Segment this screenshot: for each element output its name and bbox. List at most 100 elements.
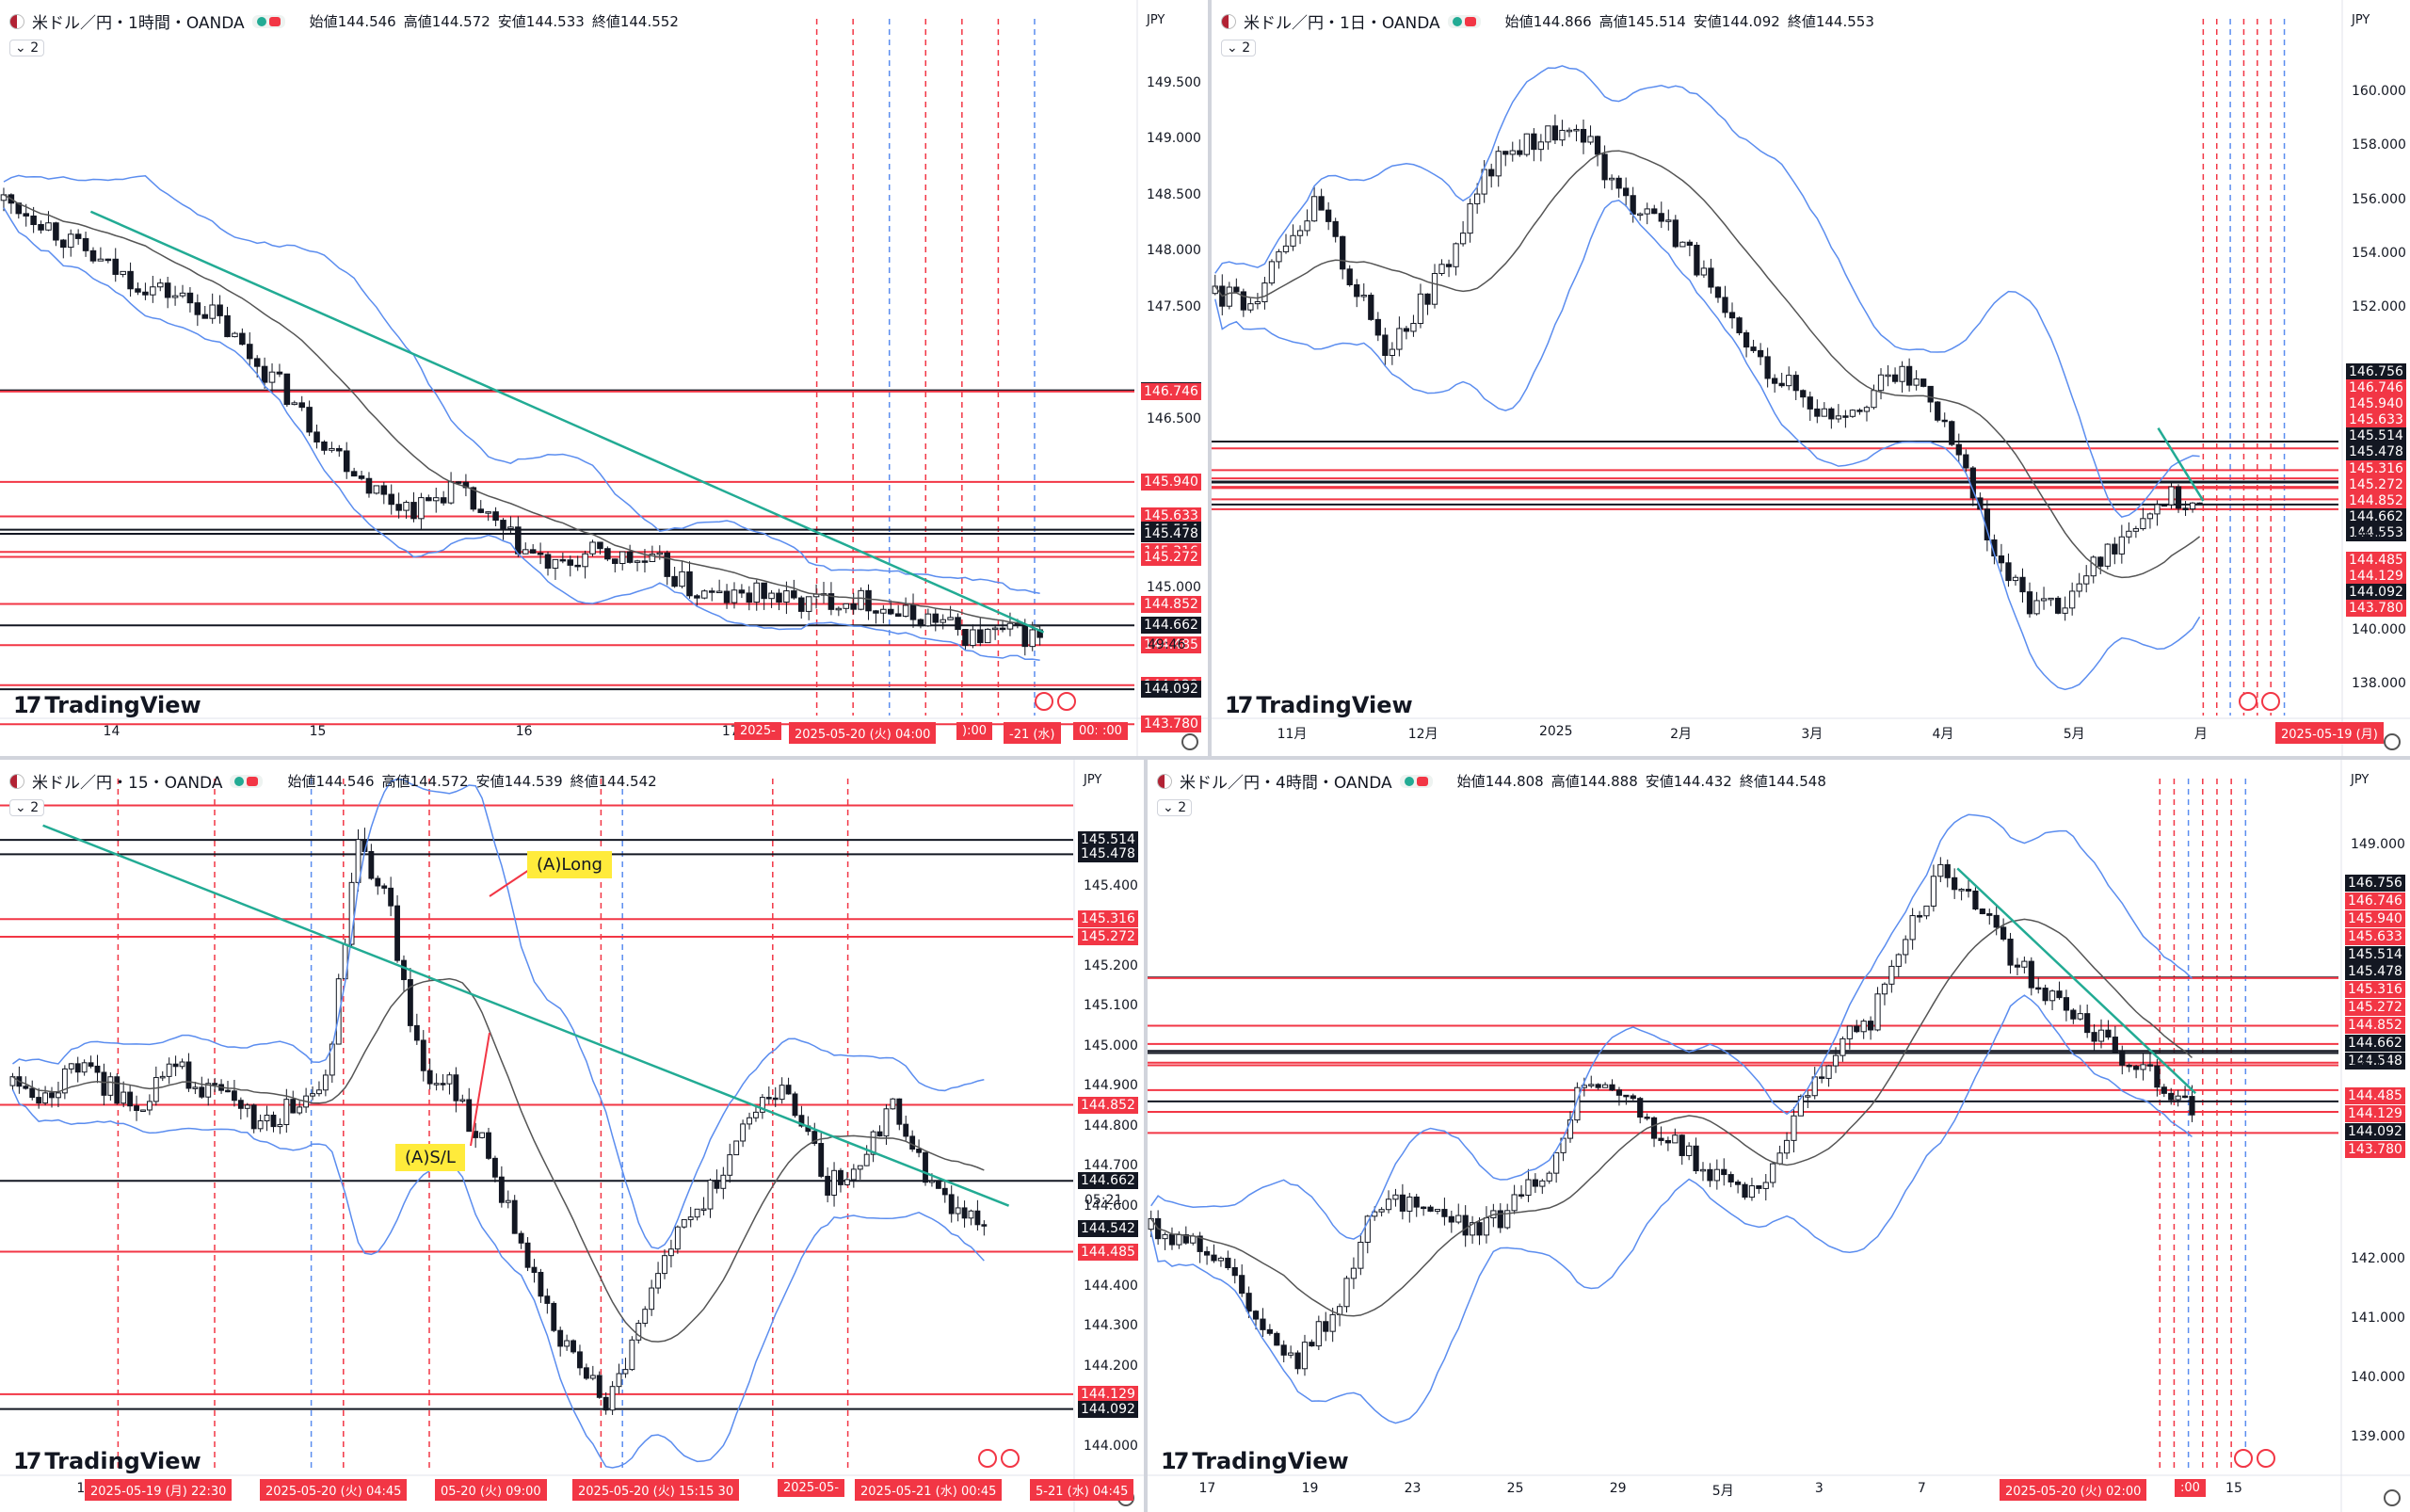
candle-body <box>738 589 746 594</box>
tradingview-logo[interactable]: 17 TradingView <box>13 1448 201 1474</box>
currency-label[interactable]: JPY <box>2351 773 2370 787</box>
lightning-icon[interactable] <box>1034 692 1053 711</box>
chart-panel-h1[interactable]: 米ドル／円・1時間・OANDA 始値144.546 高値144.572 安値144.5… <box>0 0 1208 756</box>
event-icons[interactable] <box>1034 692 1076 711</box>
currency-label[interactable]: JPY <box>1084 773 1102 787</box>
candle-body <box>1743 331 1750 348</box>
candle-body <box>179 1061 185 1068</box>
chart-panel-h4[interactable]: 米ドル／円・4時間・OANDA 始値144.808 高値144.888 安値144.4… <box>1148 760 2410 1512</box>
alert-icon[interactable] <box>2256 1449 2275 1468</box>
tradingview-logo[interactable]: 17 TradingView <box>13 692 201 718</box>
candle-body <box>1517 150 1523 155</box>
candle-body <box>2105 1029 2112 1038</box>
chart-canvas[interactable] <box>1148 760 2410 1512</box>
annotation-label[interactable]: (A)S/L <box>395 1144 465 1171</box>
candle-body <box>114 1076 120 1104</box>
settings-gear-icon[interactable] <box>2384 1489 2401 1506</box>
time-tick: 29 <box>1609 1481 1627 1496</box>
candle-body <box>30 215 37 226</box>
indicator-toggle[interactable]: ⌄ 2 <box>1221 40 1257 56</box>
indicator-toggle[interactable]: ⌄ 2 <box>9 799 45 816</box>
moving-average-line <box>3 194 1040 628</box>
countdown-timer: 05:21 <box>1084 1193 1123 1209</box>
vertical-separator-bottom[interactable] <box>1144 760 1148 1512</box>
candle-body <box>924 613 932 627</box>
event-icons[interactable] <box>2233 1449 2275 1468</box>
horizontal-separator[interactable] <box>0 756 2410 760</box>
symbol-title[interactable]: 米ドル／円・15・OANDA <box>32 774 223 793</box>
status-dots[interactable] <box>1399 774 1433 788</box>
candle-body <box>902 604 909 618</box>
candle-body <box>570 1340 576 1353</box>
lightning-icon[interactable] <box>977 1449 997 1468</box>
candle-body <box>2168 486 2175 506</box>
tradingview-logo[interactable]: 17 TradingView <box>1225 692 1413 718</box>
candle-body <box>164 282 171 298</box>
candle-body <box>335 978 342 1045</box>
candle-body <box>727 1154 733 1176</box>
chart-canvas[interactable] <box>0 0 1208 756</box>
lightning-icon[interactable] <box>2239 692 2258 711</box>
status-dots[interactable] <box>1447 14 1481 28</box>
chart-canvas[interactable] <box>1212 0 2410 756</box>
candle-body <box>500 520 506 530</box>
trend-line[interactable] <box>89 210 1045 634</box>
indicator-toggle[interactable]: ⌄ 2 <box>9 40 45 56</box>
candle-body <box>544 1295 551 1304</box>
trend-line[interactable] <box>2157 427 2205 502</box>
indicator-count: 2 <box>1242 40 1251 56</box>
settings-gear-icon[interactable] <box>2384 733 2401 750</box>
symbol-title[interactable]: 米ドル／円・1時間・OANDA <box>32 14 245 33</box>
chart-panel-d1[interactable]: 米ドル／円・1日・OANDA 始値144.866 高値145.514 安値144.09… <box>1212 0 2410 756</box>
candle-body <box>1162 1233 1168 1240</box>
currency-label[interactable]: JPY <box>2352 13 2370 27</box>
price-tick: 149.000 <box>1147 131 1201 147</box>
price-tick: 160.000 <box>2352 84 2406 100</box>
alert-icon[interactable] <box>1000 1449 1020 1468</box>
trend-line[interactable] <box>42 824 1010 1207</box>
chart-panel-m15[interactable]: 米ドル／円・15・OANDA 始値144.546 高値144.572 安値144.53… <box>0 760 1144 1512</box>
vertical-separator[interactable] <box>1208 0 1212 756</box>
candle-body <box>298 402 305 409</box>
us-flag-icon <box>1221 13 1236 29</box>
candle-body <box>212 1083 218 1086</box>
tradingview-logo[interactable]: 17 TradingView <box>1161 1448 1349 1474</box>
brand-name: TradingView <box>1192 1448 1349 1474</box>
moving-average-line <box>1214 150 2201 579</box>
candle-body <box>1385 1198 1392 1211</box>
status-dots[interactable] <box>230 774 264 788</box>
tradingview-mark-icon: 17 <box>13 692 41 718</box>
chart-canvas[interactable] <box>0 760 1144 1512</box>
candle-body <box>664 552 670 577</box>
candle-body <box>1378 1209 1385 1213</box>
candle-body <box>1441 1209 1448 1217</box>
alert-icon[interactable] <box>2261 692 2281 711</box>
candle-body <box>1168 1233 1176 1246</box>
price-label: 145.633 <box>2345 927 2405 945</box>
currency-label[interactable]: JPY <box>1147 13 1165 27</box>
event-icons[interactable] <box>977 1449 1020 1468</box>
candle-body <box>381 885 388 889</box>
trend-line[interactable] <box>1956 867 2197 1095</box>
candle-body <box>731 589 738 603</box>
candle-body <box>1849 410 1856 417</box>
price-label: 144.092 <box>1078 1400 1138 1418</box>
candle-body <box>329 447 335 451</box>
settings-gear-icon[interactable] <box>1181 733 1198 750</box>
event-icons[interactable] <box>2239 692 2281 711</box>
lightning-icon[interactable] <box>2233 1449 2253 1468</box>
status-dots[interactable] <box>251 14 285 28</box>
candle-body <box>529 549 537 554</box>
candle-body <box>1587 136 1594 143</box>
candle-body <box>1637 213 1644 217</box>
symbol-title[interactable]: 米ドル／円・4時間・OANDA <box>1180 774 1392 793</box>
symbol-title[interactable]: 米ドル／円・1日・OANDA <box>1244 14 1440 33</box>
alert-icon[interactable] <box>1056 692 1076 711</box>
candle-body <box>1217 1257 1225 1262</box>
indicator-toggle[interactable]: ⌄ 2 <box>1157 799 1193 816</box>
annotation-label[interactable]: (A)Long <box>527 851 612 878</box>
price-tick: 149.000 <box>2351 837 2405 853</box>
candle-body <box>1750 346 1757 351</box>
ohlc-close-label: 終値 <box>1787 13 1816 30</box>
countdown-timer: 48:33 <box>2352 1054 2390 1070</box>
